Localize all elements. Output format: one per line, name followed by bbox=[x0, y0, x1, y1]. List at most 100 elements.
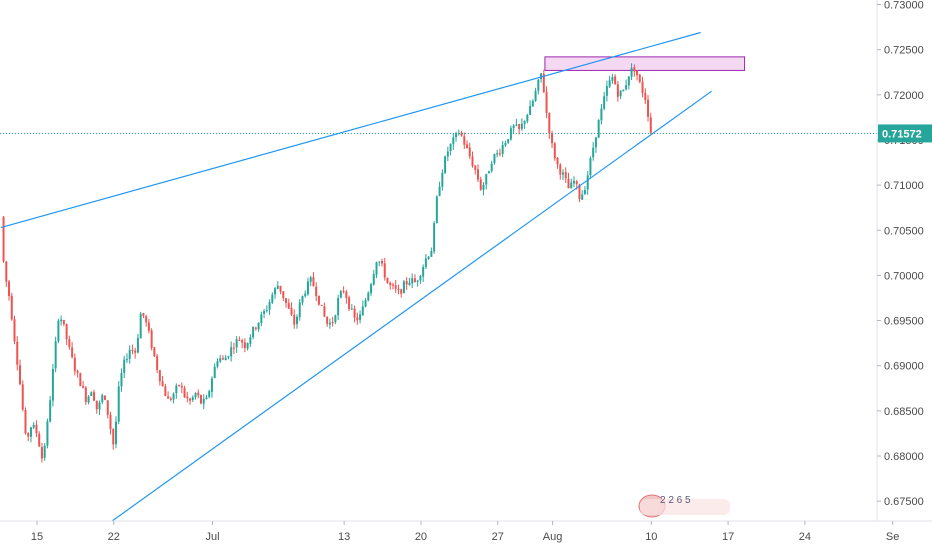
candlestick bbox=[619, 90, 622, 100]
candlestick bbox=[293, 309, 296, 329]
candlestick bbox=[13, 315, 16, 345]
candle-body bbox=[304, 293, 307, 297]
candle-body bbox=[353, 308, 356, 318]
candle-body bbox=[512, 125, 515, 129]
candle-body bbox=[216, 361, 219, 367]
candle-body bbox=[627, 76, 630, 86]
candlestick bbox=[312, 272, 315, 287]
candle-body bbox=[219, 358, 222, 362]
candlestick bbox=[490, 160, 493, 173]
candlestick bbox=[197, 389, 200, 399]
candle-body bbox=[252, 326, 255, 338]
candle-body bbox=[345, 291, 348, 299]
candlestick bbox=[210, 376, 213, 398]
candlestick bbox=[605, 80, 608, 102]
resistance-zone[interactable] bbox=[544, 56, 746, 71]
candle-body bbox=[136, 337, 139, 353]
candle-body bbox=[411, 278, 414, 284]
candlestick bbox=[625, 79, 628, 91]
candlestick bbox=[200, 394, 203, 405]
candlestick bbox=[400, 288, 403, 298]
candle-body bbox=[5, 261, 8, 282]
candlestick bbox=[54, 336, 57, 373]
candle-body bbox=[306, 281, 309, 295]
candle-body bbox=[339, 291, 342, 298]
candle-body bbox=[402, 281, 405, 294]
candle-body bbox=[424, 258, 427, 267]
candlestick bbox=[515, 118, 518, 127]
candle-body bbox=[71, 347, 74, 358]
candle-body bbox=[507, 139, 510, 143]
candle-body bbox=[600, 108, 603, 121]
candlestick bbox=[290, 302, 293, 316]
candlestick bbox=[614, 74, 617, 85]
candlestick bbox=[383, 257, 386, 281]
candlestick bbox=[391, 282, 394, 290]
candle-body bbox=[644, 92, 647, 101]
candlestick bbox=[630, 63, 633, 81]
candlestick bbox=[298, 298, 301, 321]
candle-body bbox=[485, 173, 488, 185]
candle-body bbox=[178, 385, 181, 387]
candlestick bbox=[545, 86, 548, 119]
candle-body bbox=[167, 396, 170, 399]
candle-body bbox=[260, 314, 263, 324]
candlestick bbox=[227, 355, 230, 360]
time-tick-label: 24 bbox=[799, 531, 811, 543]
lower-trendline[interactable] bbox=[108, 90, 713, 524]
watermark-text: 2 2 6 5 bbox=[660, 495, 691, 506]
candle-body bbox=[496, 153, 499, 155]
candlestick bbox=[285, 298, 288, 308]
candlestick bbox=[27, 432, 30, 442]
candle-body bbox=[268, 302, 271, 310]
candlestick bbox=[476, 164, 479, 183]
candlestick bbox=[422, 264, 425, 282]
candle-body bbox=[145, 316, 148, 323]
candle-body bbox=[531, 100, 534, 107]
candle-body bbox=[534, 90, 537, 101]
candlestick bbox=[57, 318, 60, 344]
time-axis[interactable]: 15 22 Jul 13 20 27 Aug 10 17 24 Se bbox=[0, 520, 932, 543]
candle-body bbox=[383, 263, 386, 278]
candle-body bbox=[326, 316, 329, 324]
candle-body bbox=[482, 184, 485, 190]
candlestick bbox=[608, 75, 611, 89]
candlestick bbox=[205, 394, 208, 400]
candlestick bbox=[570, 178, 573, 189]
candlestick bbox=[320, 304, 323, 306]
candlestick bbox=[158, 369, 161, 386]
candle-body bbox=[246, 343, 249, 349]
candle-body bbox=[320, 304, 323, 306]
candlestick bbox=[114, 416, 117, 449]
candlestick bbox=[479, 176, 482, 191]
candle-body bbox=[490, 163, 493, 171]
price-axis[interactable]: 0.67500 0.68000 0.68500 0.69000 0.69500 0.700… bbox=[876, 0, 924, 521]
upper-trendline[interactable] bbox=[0, 31, 701, 229]
candle-body bbox=[21, 384, 24, 410]
plot-area[interactable] bbox=[0, 31, 877, 524]
candlestick bbox=[51, 363, 54, 407]
candle-body bbox=[156, 356, 159, 370]
candle-body bbox=[515, 124, 518, 126]
candle-body bbox=[221, 358, 224, 360]
candle-body bbox=[175, 385, 178, 394]
candle-body bbox=[328, 322, 331, 325]
candle-body bbox=[501, 145, 504, 154]
candle-body bbox=[153, 347, 156, 357]
candlestick bbox=[175, 383, 178, 399]
candle-body bbox=[460, 132, 463, 136]
price-tick-label: 0.68500 bbox=[884, 406, 924, 418]
candlestick bbox=[405, 277, 408, 290]
candle-body bbox=[520, 123, 523, 129]
candlestick bbox=[95, 400, 98, 414]
candle-body bbox=[197, 392, 200, 396]
candlestick bbox=[542, 69, 545, 93]
candlestick bbox=[309, 275, 312, 287]
candlestick bbox=[18, 359, 21, 386]
candle-body bbox=[444, 156, 447, 173]
candle-body bbox=[578, 184, 581, 200]
candlestick bbox=[337, 294, 340, 320]
candle-body bbox=[416, 280, 419, 282]
